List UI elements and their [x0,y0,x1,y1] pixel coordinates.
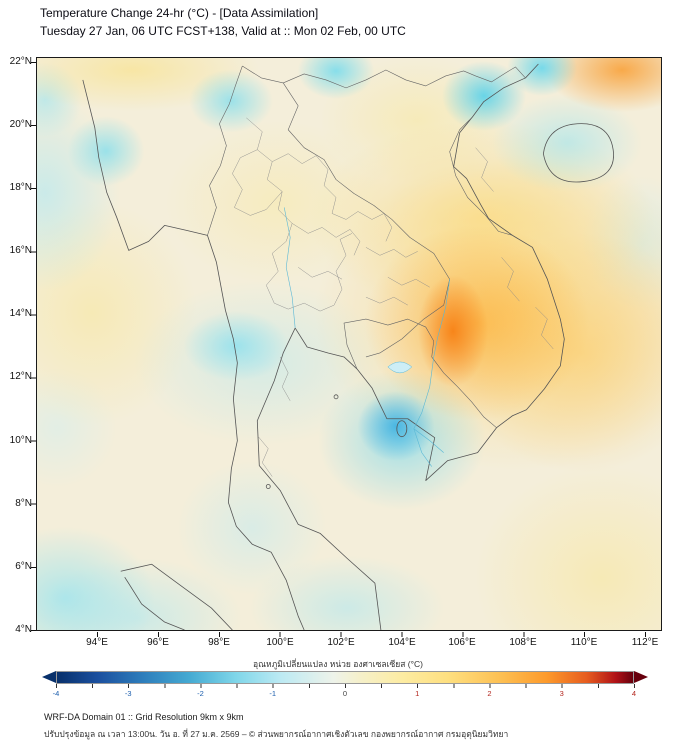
phu-quoc-island [396,420,408,438]
y-axis-tick-label: 14°N [9,308,32,319]
small-island-1 [333,394,339,400]
x-axis-tick-label: 108°E [509,637,537,648]
temperature-anomaly-field [37,58,661,630]
y-axis-tick-label: 16°N [9,245,32,256]
colorbar-tick-label: -3 [124,689,132,698]
colorbar-tick-label: 1 [415,689,420,698]
y-axis-tick-label: 10°N [9,435,32,446]
colorbar-tick-label: -2 [197,689,204,698]
colorbar-tick-labels: -4 -3 -2 -1 0 1 2 3 4 [52,689,637,699]
country-borders [207,65,526,428]
province-borders [232,117,554,477]
colorbar-tick-label: -4 [52,689,60,698]
colorbar-tick-label: 4 [631,689,637,698]
y-axis-ticks [31,62,36,631]
x-axis-tick-label: 98°E [208,637,230,648]
x-axis-tick-label: 106°E [448,637,476,648]
colorbar-tick-label: 3 [559,689,564,698]
footer-thai-credit: ปรับปรุงข้อมูล ณ เวลา 13:00น. วัน อ. ที่… [44,729,509,739]
colorbar-tick-label: -1 [269,689,277,698]
y-axis-tick-label: 6°N [15,561,32,572]
x-axis-tick-label: 96°E [147,637,169,648]
hainan-island [542,123,614,183]
province-border-path [232,117,554,477]
country-border-path [207,65,526,428]
x-axis-ticks [97,632,646,637]
x-axis-tick-label: 94°E [86,637,108,648]
rivers [283,207,450,467]
x-axis-tick-label: 102°E [327,637,355,648]
chart-title: Temperature Change 24-hr (°C) - [Data As… [40,6,319,20]
y-axis-tick-label: 18°N [9,182,32,193]
colorbar-gradient [56,671,634,684]
coastline-path [82,63,565,630]
x-axis-tick-label: 110°E [570,637,598,648]
y-axis-tick-label: 8°N [15,498,32,509]
y-axis-tick-label: 4°N [15,624,32,635]
x-axis-tick-label: 100°E [266,637,294,648]
colorbar-caption: อุณหภูมิเปลี่ยนแปลง หน่วย องศาเซลเซียส (… [253,659,423,669]
colorbar-left-arrow-icon [42,671,56,683]
small-island-2 [265,484,271,489]
map-boundaries [82,63,614,630]
y-axis-tick-label: 12°N [9,371,32,382]
footer-domain-info: WRF-DA Domain 01 :: Grid Resolution 9km … [44,712,244,722]
colorbar [42,671,648,684]
river-lines [283,207,450,467]
colorbar-tick-marks [56,684,635,688]
tonle-sap-lake [387,361,413,374]
coastlines [82,63,614,630]
map-plot-area [36,57,662,631]
y-axis-tick-label: 20°N [9,119,32,130]
sumatra-coast [120,563,233,630]
x-axis-tick-label: 112°E [631,637,659,648]
colorbar-right-arrow-icon [634,671,648,683]
y-axis-tick-label: 22°N [9,56,32,67]
colorbar-tick-label: 0 [342,689,348,698]
colorbar-tick-label: 2 [487,689,492,698]
x-axis-tick-label: 104°E [388,637,416,648]
chart-subtitle: Tuesday 27 Jan, 06 UTC FCST+138, Valid a… [40,24,406,38]
